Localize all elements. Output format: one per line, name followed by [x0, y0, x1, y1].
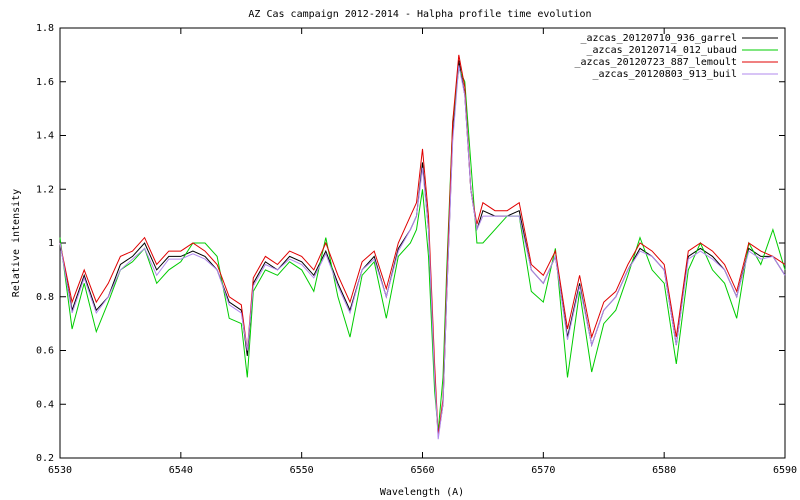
legend-label: _azcas_20120803_913_buil [593, 69, 738, 80]
y-tick-label: 1.8 [36, 23, 54, 34]
x-tick-label: 6590 [773, 465, 797, 476]
plot-frame [59, 27, 786, 459]
x-tick-label: 6560 [410, 465, 434, 476]
legend-label: _azcas_20120723_887_lemoult [574, 57, 737, 68]
y-tick-label: 1.2 [36, 184, 54, 195]
legend-label: _azcas_20120714_012_ubaud [586, 45, 737, 56]
y-tick-label: 0.2 [36, 453, 54, 464]
series-line [59, 60, 786, 437]
x-axis-label: Wavelength (A) [380, 487, 464, 498]
x-tick-label: 6550 [290, 465, 314, 476]
y-tick-label: 0.6 [36, 346, 54, 357]
x-tick-label: 6540 [169, 465, 193, 476]
y-tick-label: 1.6 [36, 77, 54, 88]
y-axis-label: Relative intensity [11, 189, 22, 297]
legend-label: _azcas_20120710_936_garrel [580, 33, 737, 44]
y-tick-label: 0.8 [36, 292, 54, 303]
x-tick-label: 6570 [531, 465, 555, 476]
x-tick-label: 6580 [652, 465, 676, 476]
series-line [59, 65, 786, 440]
series-line [59, 66, 786, 432]
y-tick-label: 1.4 [36, 131, 54, 142]
x-tick-label: 6530 [48, 465, 72, 476]
y-tick-label: 1 [48, 238, 54, 249]
series-line [59, 54, 786, 437]
y-tick-label: 0.4 [36, 399, 54, 410]
chart-title: AZ Cas campaign 2012-2014 - Halpha profi… [248, 9, 591, 20]
